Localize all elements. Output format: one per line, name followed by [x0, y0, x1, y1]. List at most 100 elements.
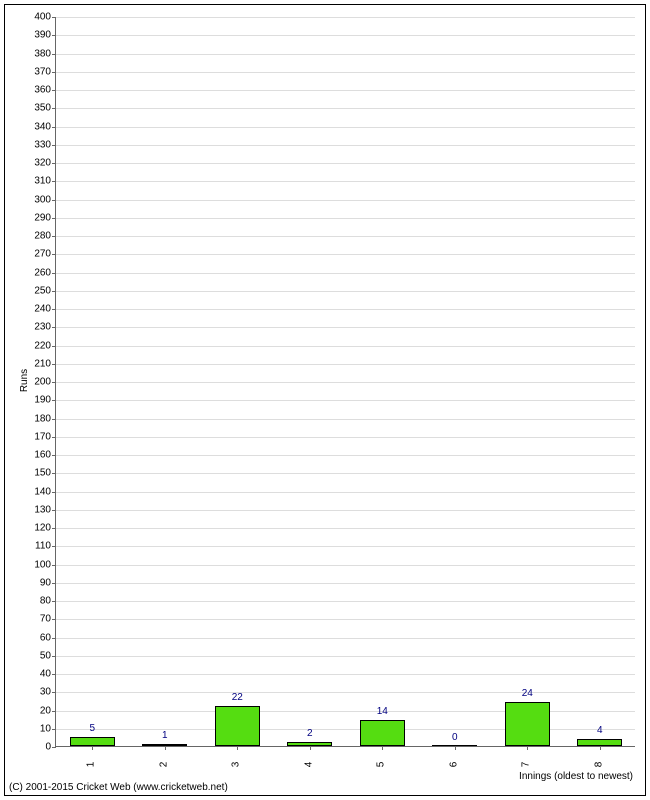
gridline [56, 291, 635, 292]
bar-value-label: 14 [377, 706, 388, 717]
ytick-mark [52, 17, 56, 18]
ytick-mark [52, 492, 56, 493]
ytick-label: 110 [35, 541, 51, 552]
gridline [56, 273, 635, 274]
gridline [56, 145, 635, 146]
ytick-label: 100 [34, 559, 51, 570]
ytick-label: 280 [34, 231, 51, 242]
ytick-label: 350 [34, 103, 51, 114]
xtick-mark [455, 746, 456, 750]
ytick-mark [52, 236, 56, 237]
gridline [56, 108, 635, 109]
ytick-mark [52, 90, 56, 91]
gridline [56, 546, 635, 547]
ytick-label: 200 [34, 377, 51, 388]
ytick-mark [52, 35, 56, 36]
gridline [56, 54, 635, 55]
bar-value-label: 5 [89, 723, 95, 734]
gridline [56, 473, 635, 474]
ytick-mark [52, 364, 56, 365]
gridline [56, 619, 635, 620]
ytick-mark [52, 692, 56, 693]
xtick-label: 4 [303, 762, 314, 768]
ytick-mark [52, 72, 56, 73]
bar-value-label: 22 [232, 692, 243, 703]
ytick-label: 370 [34, 66, 51, 77]
x-axis-label: Innings (oldest to newest) [519, 771, 633, 782]
ytick-label: 310 [34, 176, 51, 187]
ytick-mark [52, 619, 56, 620]
xtick-label: 5 [376, 762, 387, 768]
gridline [56, 692, 635, 693]
bar [577, 739, 622, 746]
ytick-mark [52, 601, 56, 602]
gridline [56, 419, 635, 420]
gridline [56, 565, 635, 566]
ytick-mark [52, 54, 56, 55]
ytick-mark [52, 291, 56, 292]
ytick-mark [52, 546, 56, 547]
gridline [56, 346, 635, 347]
ytick-mark [52, 145, 56, 146]
y-axis-label: Runs [19, 369, 30, 392]
bar-value-label: 1 [162, 730, 168, 741]
gridline [56, 17, 635, 18]
gridline [56, 181, 635, 182]
gridline [56, 638, 635, 639]
bar-value-label: 4 [597, 725, 603, 736]
ytick-mark [52, 437, 56, 438]
bar-value-label: 0 [452, 732, 458, 743]
ytick-mark [52, 656, 56, 657]
ytick-mark [52, 419, 56, 420]
gridline [56, 72, 635, 73]
ytick-mark [52, 327, 56, 328]
bar [360, 720, 405, 746]
ytick-mark [52, 400, 56, 401]
gridline [56, 127, 635, 128]
ytick-label: 270 [34, 249, 51, 260]
ytick-mark [52, 674, 56, 675]
ytick-mark [52, 382, 56, 383]
xtick-label: 2 [158, 762, 169, 768]
gridline [56, 437, 635, 438]
ytick-label: 250 [34, 285, 51, 296]
ytick-label: 150 [34, 468, 51, 479]
ytick-mark [52, 565, 56, 566]
ytick-label: 260 [34, 267, 51, 278]
ytick-label: 290 [34, 212, 51, 223]
xtick-mark [527, 746, 528, 750]
bar-value-label: 2 [307, 728, 313, 739]
ytick-label: 20 [40, 705, 51, 716]
bar-value-label: 24 [522, 688, 533, 699]
gridline [56, 90, 635, 91]
gridline [56, 236, 635, 237]
gridline [56, 492, 635, 493]
ytick-label: 340 [34, 121, 51, 132]
ytick-mark [52, 127, 56, 128]
ytick-mark [52, 747, 56, 748]
ytick-label: 60 [40, 632, 51, 643]
ytick-label: 230 [34, 322, 51, 333]
ytick-label: 220 [34, 340, 51, 351]
ytick-label: 80 [40, 596, 51, 607]
ytick-label: 50 [40, 650, 51, 661]
ytick-label: 70 [40, 614, 51, 625]
xtick-label: 8 [593, 762, 604, 768]
ytick-label: 400 [34, 12, 51, 23]
ytick-mark [52, 218, 56, 219]
gridline [56, 400, 635, 401]
ytick-mark [52, 729, 56, 730]
bar [505, 702, 550, 746]
ytick-mark [52, 309, 56, 310]
ytick-mark [52, 200, 56, 201]
ytick-label: 210 [34, 358, 51, 369]
xtick-mark [237, 746, 238, 750]
gridline [56, 327, 635, 328]
ytick-label: 190 [34, 395, 51, 406]
xtick-label: 6 [448, 762, 459, 768]
ytick-mark [52, 163, 56, 164]
ytick-mark [52, 346, 56, 347]
xtick-mark [310, 746, 311, 750]
gridline [56, 583, 635, 584]
gridline [56, 601, 635, 602]
